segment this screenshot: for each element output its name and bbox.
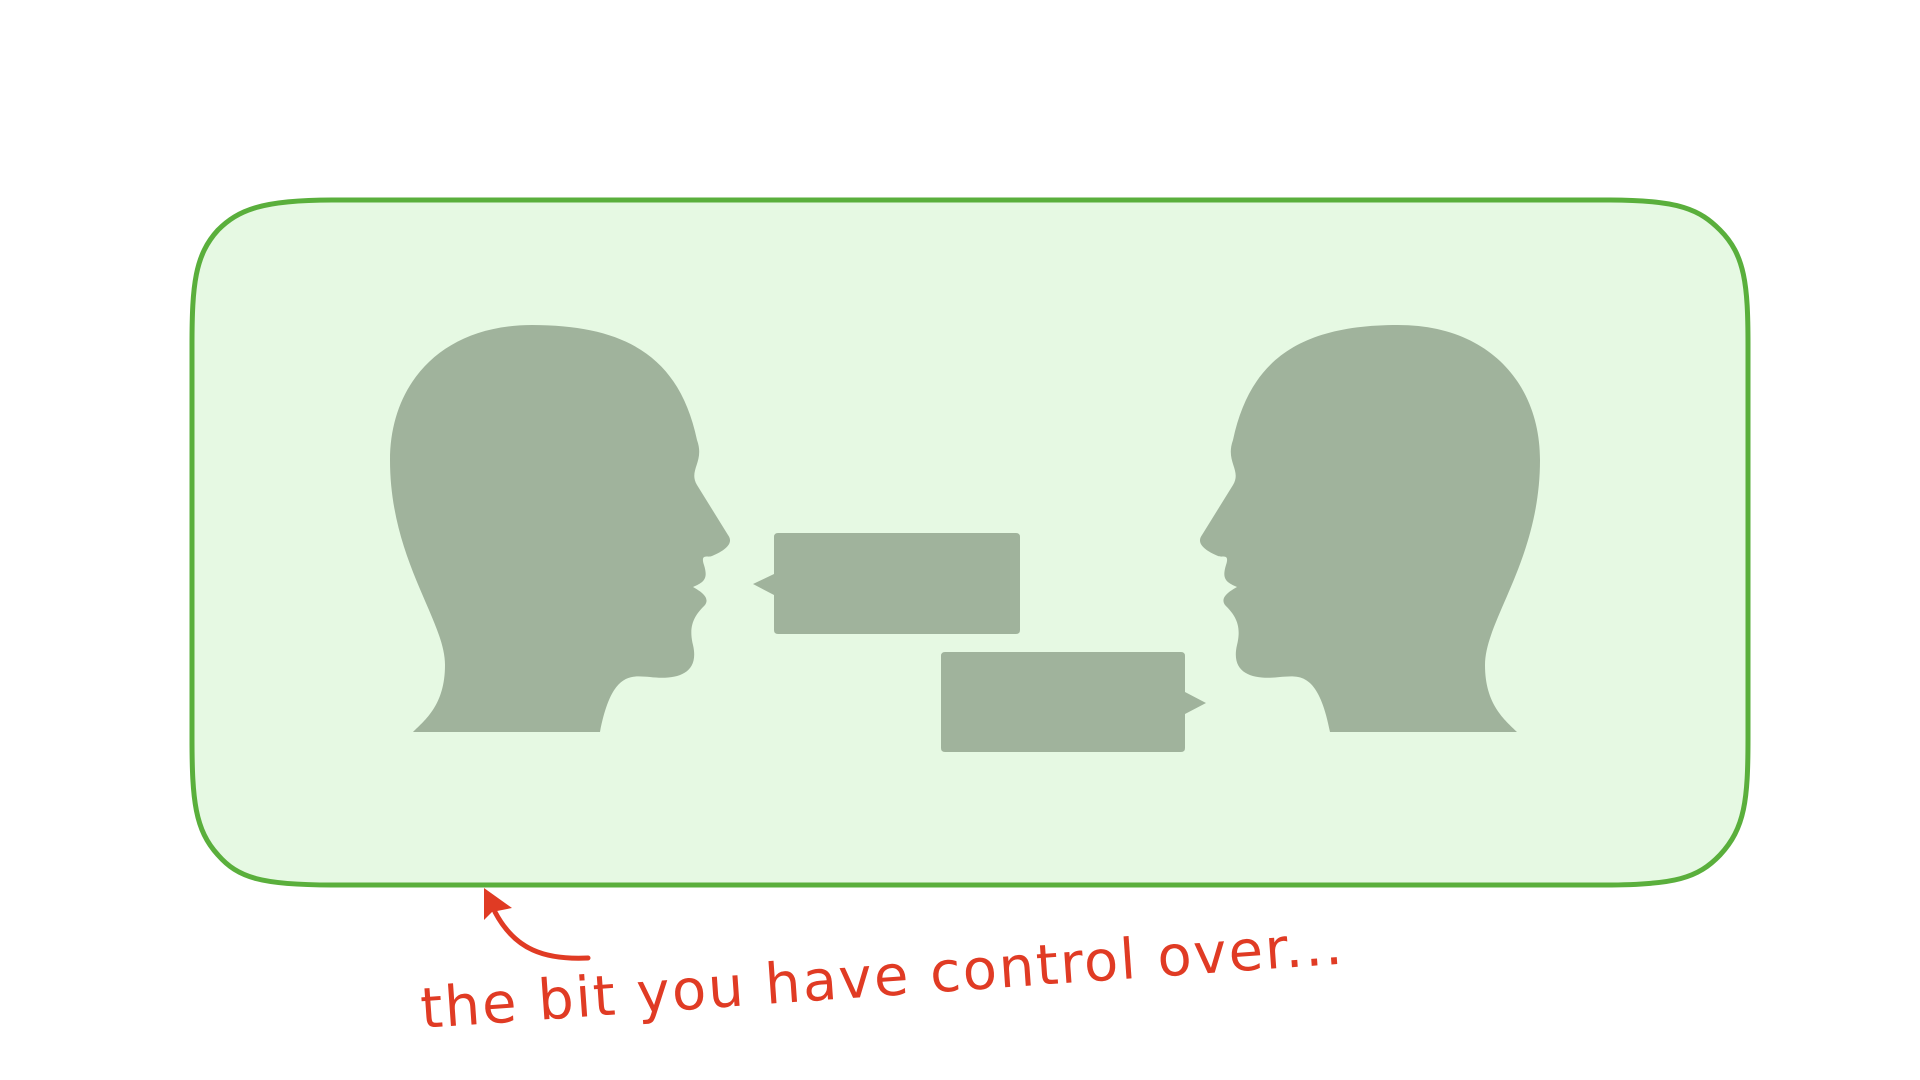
right-speech-bubble bbox=[941, 652, 1206, 752]
annotation-arrowhead bbox=[484, 888, 512, 920]
annotation-label: the bit you have control over... bbox=[418, 913, 1346, 1042]
right-head-silhouette bbox=[1199, 325, 1540, 732]
left-speech-bubble bbox=[753, 533, 1020, 634]
left-head-silhouette bbox=[390, 325, 731, 732]
annotation-arrow-shaft bbox=[492, 909, 591, 961]
